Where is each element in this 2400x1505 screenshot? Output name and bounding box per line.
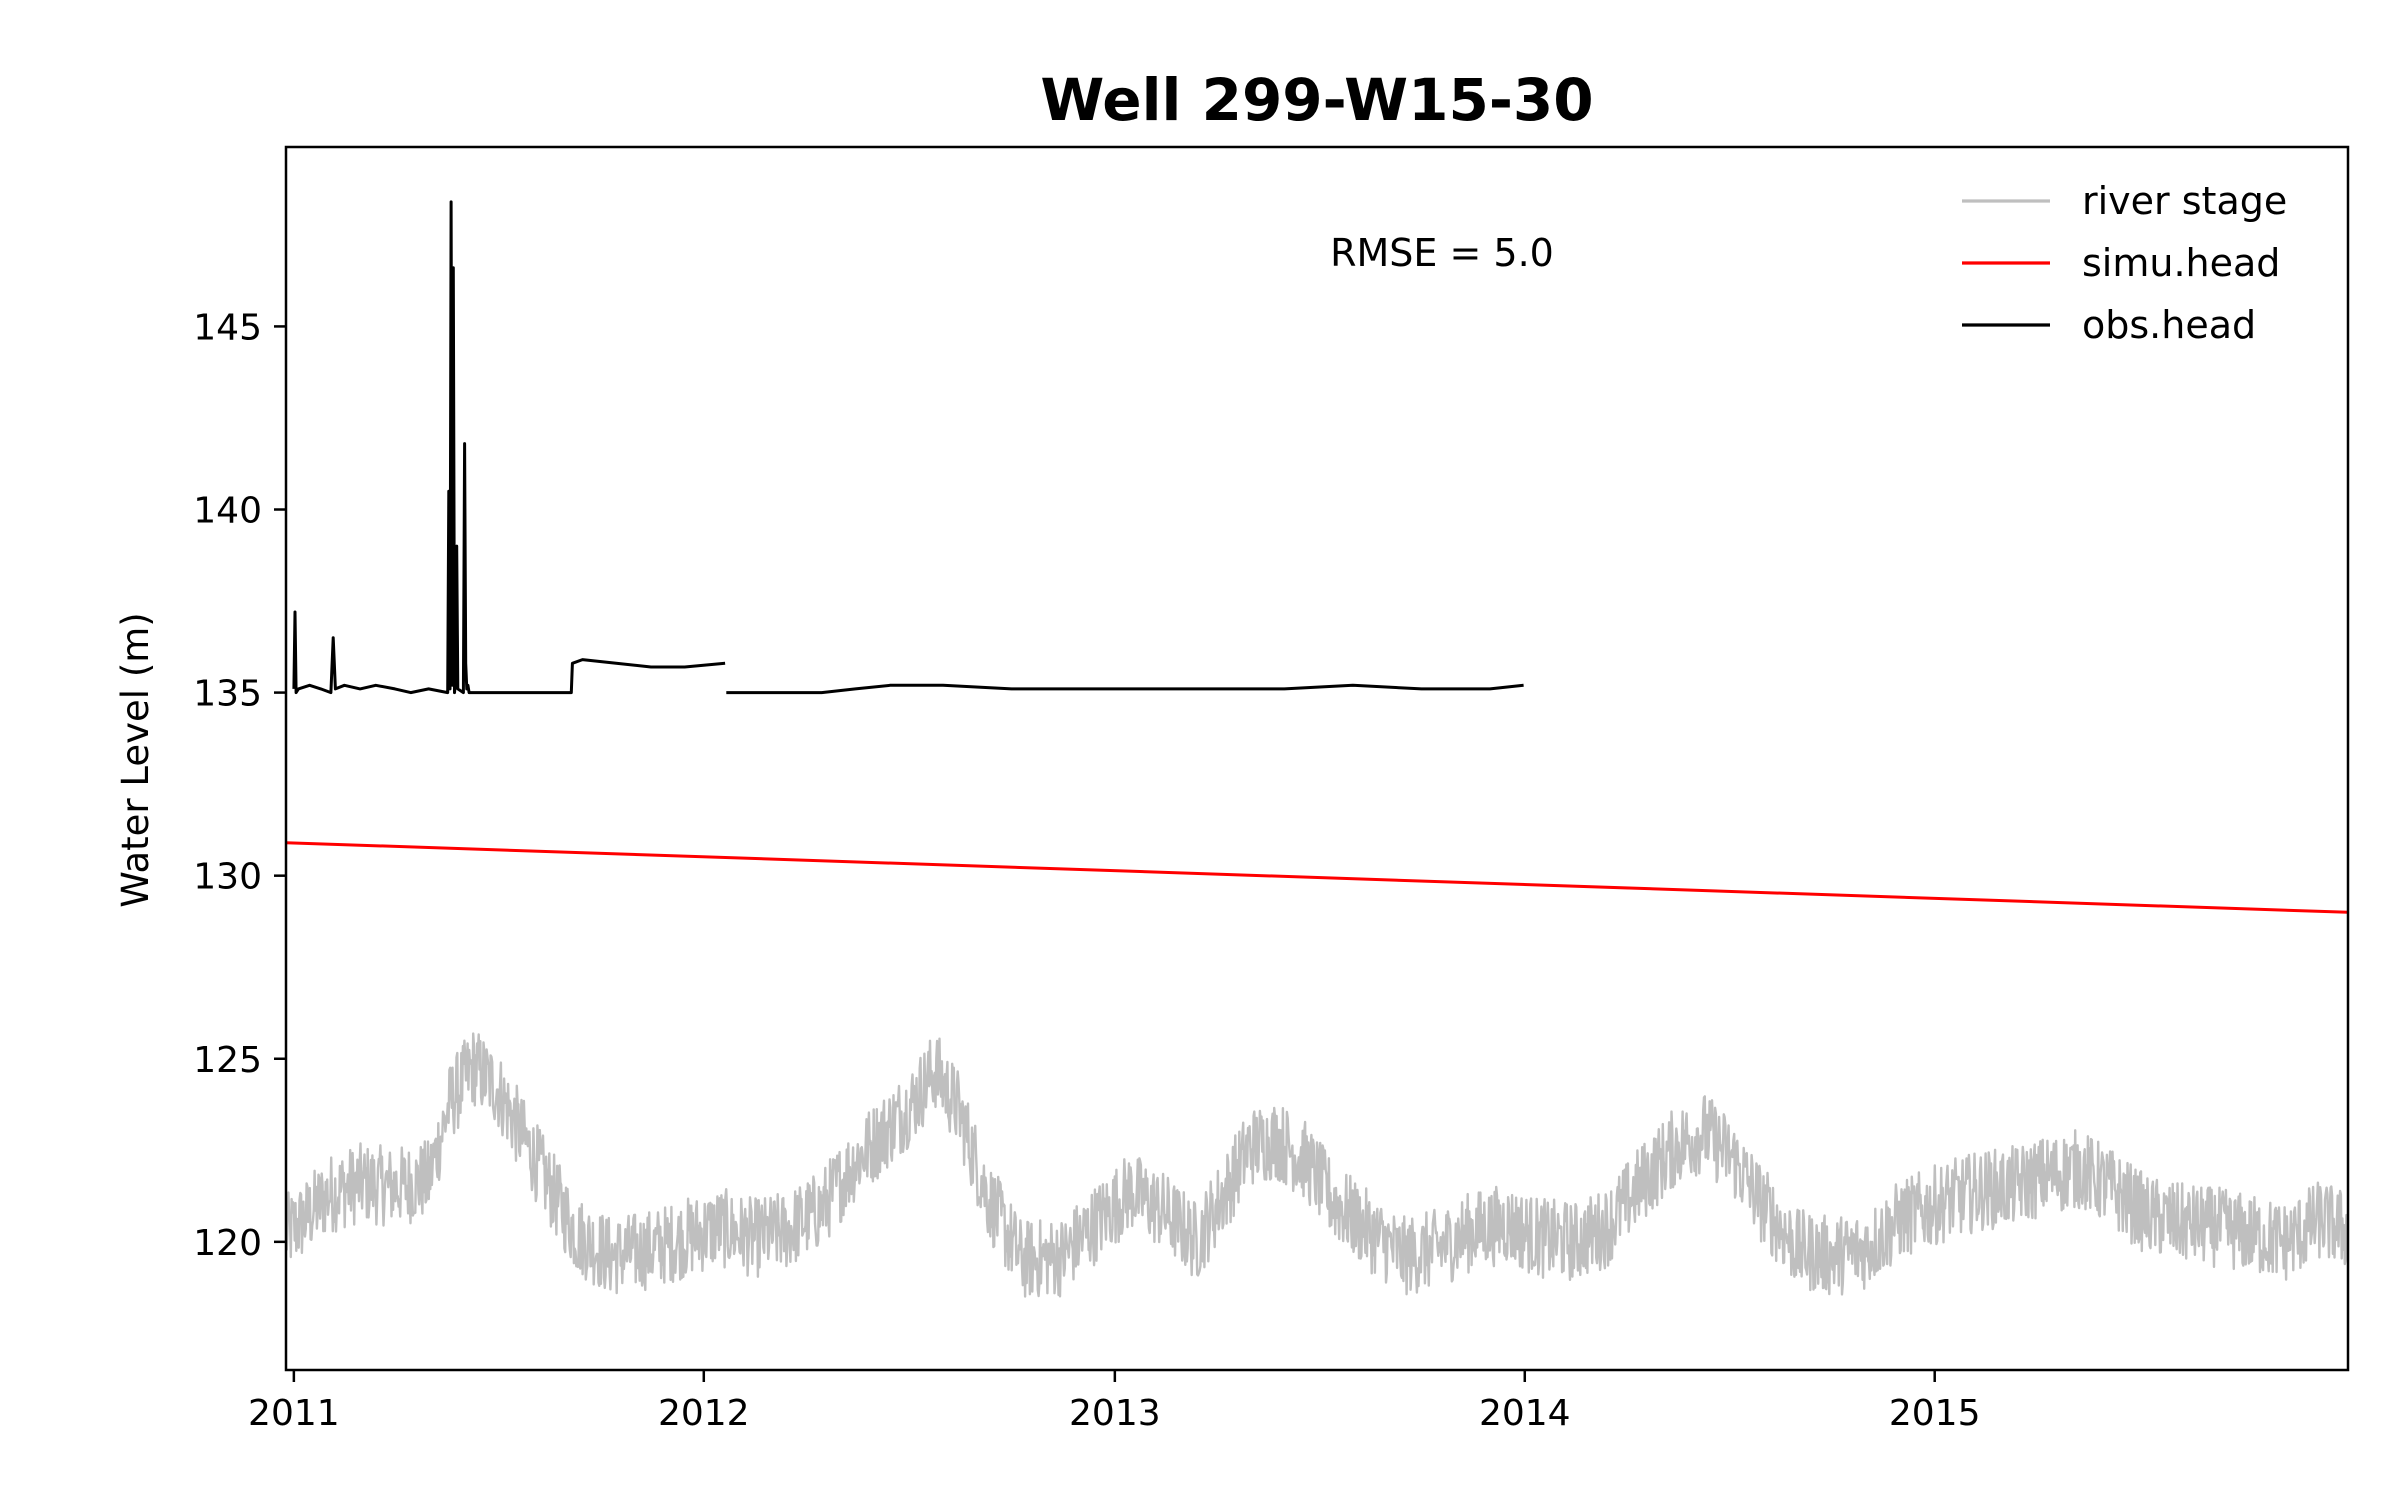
series-layer (286, 200, 2348, 1298)
x-axis: 2011 2012 2013 2014 2015 (248, 1370, 1981, 1434)
y-tick-label: 145 (193, 307, 262, 348)
x-tick-label: 2015 (1889, 1393, 1981, 1434)
x-tick-label: 2012 (658, 1393, 750, 1434)
y-tick-label: 140 (193, 491, 262, 532)
series-line-river-stage (286, 1032, 2348, 1298)
chart-title: Well 299-W15-30 (1040, 66, 1593, 134)
y-tick-label: 135 (193, 674, 262, 715)
y-tick-label: 130 (193, 857, 262, 898)
y-axis-label: Water Level (m) (114, 612, 157, 907)
x-tick-label: 2014 (1479, 1393, 1571, 1434)
rmse-annotation: RMSE = 5.0 (1330, 231, 1554, 275)
x-tick-label: 2011 (248, 1393, 340, 1434)
series-line-simu-head (286, 841, 2348, 914)
x-tick-label: 2013 (1069, 1393, 1161, 1434)
y-axis: 120 125 130 135 140 145 (193, 307, 286, 1264)
legend-label-obs-head: obs.head (2082, 303, 2256, 347)
y-tick-label: 125 (193, 1040, 262, 1081)
legend-label-river-stage: river stage (2082, 179, 2287, 223)
plot-area-frame (284, 145, 2350, 1372)
y-tick-label: 120 (193, 1223, 262, 1264)
series-line-obs-head (292, 200, 1524, 695)
legend: river stage simu.head obs.head (1962, 179, 2287, 347)
legend-label-simu-head: simu.head (2082, 241, 2280, 285)
